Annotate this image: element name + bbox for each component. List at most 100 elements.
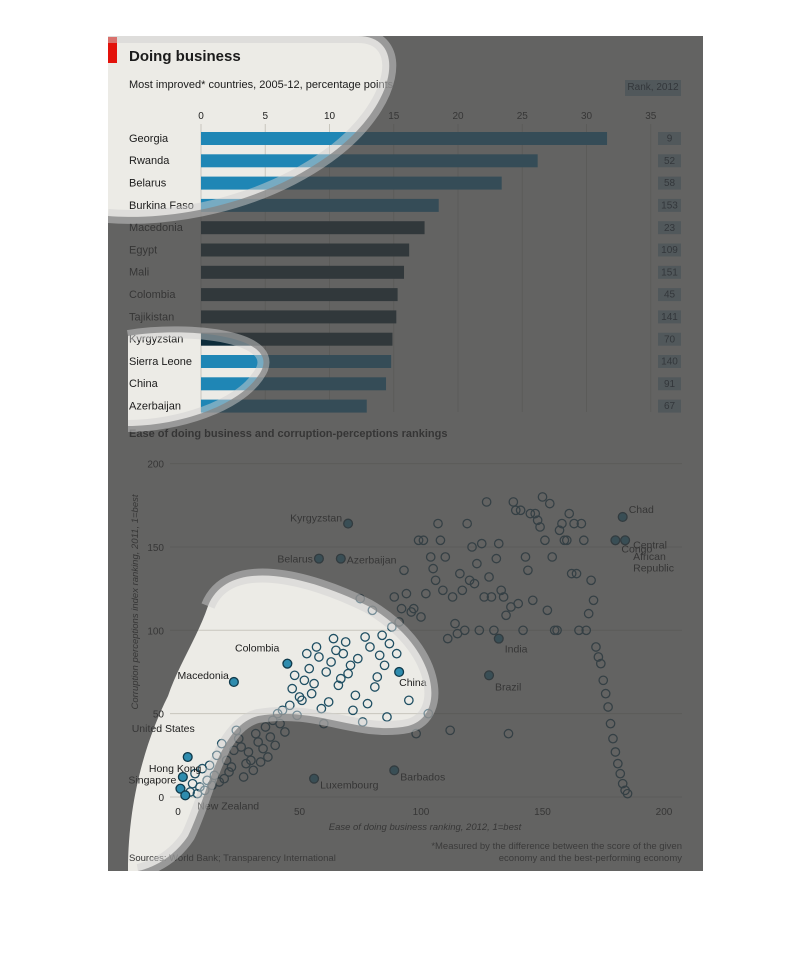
data-point	[481, 497, 492, 507]
data-point	[603, 702, 613, 712]
data-point	[299, 675, 310, 686]
data-point	[501, 610, 511, 621]
data-point	[416, 612, 426, 622]
point-label: Colombia	[235, 643, 280, 655]
point-label: China	[399, 677, 427, 689]
data-point	[379, 660, 390, 671]
data-point	[314, 652, 324, 662]
data-point	[564, 508, 575, 519]
data-point	[440, 552, 451, 562]
point-label: Central African Republic	[633, 539, 674, 574]
data-point	[544, 498, 555, 509]
highlighted-point	[313, 553, 324, 564]
data-point	[484, 572, 494, 582]
point-label: India	[505, 644, 528, 656]
data-point	[365, 642, 375, 652]
highlighted-point	[389, 765, 400, 776]
highlighted-point	[394, 666, 405, 678]
data-point	[316, 703, 327, 714]
point-label: Chad	[629, 504, 654, 516]
data-point	[433, 518, 443, 529]
x-tick-label: 50	[294, 807, 306, 818]
data-point	[566, 568, 577, 579]
data-point	[326, 657, 336, 667]
y-tick-label: 50	[153, 710, 165, 721]
highlighted-point	[282, 658, 293, 669]
data-point	[328, 633, 339, 644]
data-point	[345, 660, 356, 671]
data-point	[306, 688, 317, 699]
data-point	[612, 758, 623, 769]
data-point	[457, 585, 468, 596]
data-point	[233, 733, 244, 744]
data-point	[258, 743, 268, 754]
highlighted-point	[610, 535, 621, 546]
data-point	[374, 650, 385, 661]
point-label: Kyrgyzstan	[290, 513, 342, 525]
data-point	[455, 568, 465, 579]
highlighted-point	[335, 553, 346, 564]
data-point	[586, 575, 596, 586]
x-tick-label: 200	[656, 807, 673, 818]
data-point	[525, 508, 536, 519]
data-point	[425, 552, 436, 562]
data-point	[503, 728, 514, 739]
data-point	[391, 648, 402, 659]
data-point	[462, 518, 473, 529]
data-point	[360, 632, 370, 642]
data-point	[280, 727, 290, 737]
data-point	[362, 698, 373, 709]
sources-note: Sources: World Bank; Transparency Intern…	[129, 853, 336, 864]
data-point	[309, 678, 319, 689]
data-point	[428, 563, 438, 574]
data-point	[438, 585, 448, 596]
data-point	[224, 767, 234, 777]
data-point	[216, 738, 227, 749]
data-point	[610, 747, 621, 757]
data-point	[578, 535, 589, 546]
data-point	[384, 638, 395, 649]
data-point	[323, 697, 334, 707]
data-point	[292, 710, 302, 721]
data-point	[540, 535, 550, 546]
data-point	[588, 595, 599, 606]
data-point	[284, 700, 295, 711]
x-tick-label: 150	[534, 807, 551, 818]
highlighted-point	[343, 518, 354, 529]
data-point	[401, 588, 412, 599]
data-point	[435, 535, 446, 546]
data-point	[369, 682, 380, 692]
data-point	[411, 728, 421, 739]
data-point	[542, 605, 553, 616]
data-point	[338, 648, 349, 659]
data-point	[389, 592, 400, 602]
y-tick-label: 100	[147, 626, 164, 637]
highlighted-point	[493, 633, 504, 644]
data-point	[304, 663, 315, 674]
data-point	[520, 552, 531, 562]
data-point	[583, 608, 594, 619]
data-point	[442, 633, 453, 644]
data-point	[289, 670, 300, 681]
data-point	[527, 595, 538, 606]
data-point	[445, 725, 456, 736]
data-point	[472, 558, 482, 569]
point-label: Singapore	[128, 775, 176, 787]
point-label: Azerbaijan	[347, 555, 397, 567]
data-point	[238, 772, 249, 782]
x-axis-label: Ease of doing business ranking, 2012, 1=…	[329, 822, 522, 833]
data-point	[421, 588, 431, 599]
data-point	[231, 725, 242, 736]
data-point	[250, 728, 261, 739]
data-point	[523, 565, 533, 576]
point-label: Barbados	[400, 771, 445, 783]
point-label: Luxembourg	[320, 780, 379, 792]
data-point	[571, 568, 582, 579]
data-point	[260, 722, 271, 732]
y-tick-label: 150	[147, 543, 164, 554]
data-point	[355, 593, 366, 604]
data-point	[275, 718, 285, 729]
point-label: Macedonia	[178, 670, 230, 682]
highlighted-point	[620, 535, 631, 546]
y-tick-label: 200	[147, 460, 164, 471]
